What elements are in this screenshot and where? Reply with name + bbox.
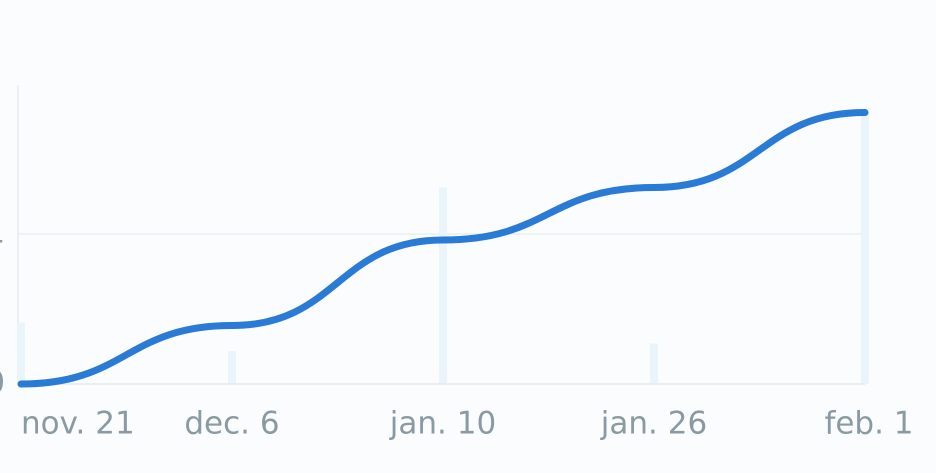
x-tick-label: feb. 1 <box>824 406 913 442</box>
y-tick-label: 0 <box>0 366 5 401</box>
bar <box>650 343 658 384</box>
x-tick-label: nov. 21 <box>21 406 135 442</box>
x-tick-label: jan. 26 <box>600 406 707 442</box>
y-tick-label: 1 <box>0 216 5 251</box>
bar <box>17 322 25 384</box>
x-tick-label: jan. 10 <box>389 406 496 442</box>
bar <box>439 187 447 384</box>
line <box>17 109 869 388</box>
bar <box>228 351 236 384</box>
bar <box>861 112 869 384</box>
x-tick-label: dec. 6 <box>184 406 279 442</box>
